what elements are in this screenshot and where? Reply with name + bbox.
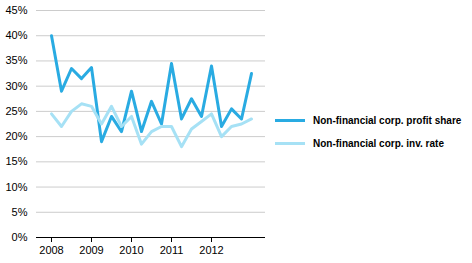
svg-text:2008: 2008 [39,244,63,256]
svg-text:20%: 20% [5,130,27,142]
svg-text:40%: 40% [5,29,27,41]
svg-text:35%: 35% [5,54,27,66]
svg-text:2009: 2009 [79,244,103,256]
svg-text:10%: 10% [5,181,27,193]
html-text:Non-financial corp. inv. rate: Non-financial corp. inv. rate [313,137,444,149]
svg-text:15%: 15% [5,155,27,167]
svg-text:2010: 2010 [119,244,143,256]
svg-text:5%: 5% [12,206,28,218]
svg-text:0%: 0% [12,231,28,243]
svg-text:2012: 2012 [199,244,223,256]
svg-text:25%: 25% [5,105,27,117]
svg-text:45%: 45% [5,4,27,16]
html-text:Non-financial corp. profit sha: Non-financial corp. profit share [313,114,462,126]
svg-text:30%: 30% [5,80,27,92]
svg-text:2011: 2011 [160,244,184,256]
